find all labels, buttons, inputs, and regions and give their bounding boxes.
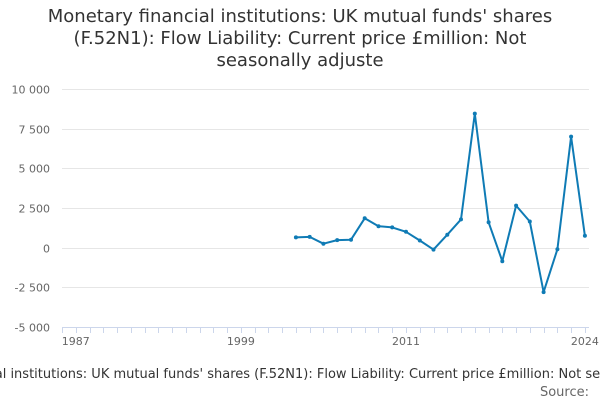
data-point[interactable]	[431, 247, 436, 252]
data-point[interactable]	[527, 219, 532, 224]
data-point[interactable]	[472, 111, 477, 116]
grid-lines	[62, 89, 589, 328]
data-point[interactable]	[486, 220, 491, 225]
data-point[interactable]	[335, 238, 340, 243]
series-line-group	[294, 112, 586, 294]
source-label: Source:	[540, 385, 589, 400]
data-point[interactable]	[555, 247, 560, 252]
y-tick-label: -5 000	[15, 322, 50, 335]
x-tick-label: 2024	[571, 335, 599, 348]
data-points	[293, 111, 587, 295]
data-point[interactable]	[321, 241, 326, 246]
data-point[interactable]	[417, 238, 422, 243]
data-point[interactable]	[541, 290, 546, 295]
y-tick-label: 2 500	[19, 203, 51, 216]
y-tick-label: 7 500	[19, 124, 51, 137]
chart-title: Monetary financial institutions: UK mutu…	[47, 6, 553, 71]
x-tick-label: 1987	[62, 335, 90, 348]
data-point[interactable]	[362, 216, 367, 221]
data-point[interactable]	[293, 235, 298, 240]
data-point[interactable]	[404, 229, 408, 234]
data-point[interactable]	[500, 259, 505, 264]
x-tick-label: 2011	[392, 335, 420, 348]
data-point[interactable]	[514, 203, 519, 208]
y-tick-label: 10 000	[12, 84, 51, 97]
y-tick-label: -2 500	[15, 282, 50, 295]
data-point[interactable]	[459, 217, 463, 222]
data-point[interactable]	[582, 233, 587, 238]
x-tick-label: 1999	[227, 335, 255, 348]
data-point[interactable]	[349, 237, 353, 242]
data-point[interactable]	[376, 224, 381, 229]
y-tick-label: 0	[43, 243, 50, 256]
data-point[interactable]	[307, 234, 312, 239]
data-point[interactable]	[445, 232, 450, 237]
x-axis-label: Monetary financial institutions: UK mutu…	[0, 367, 600, 382]
data-point[interactable]	[390, 225, 395, 230]
y-tick-label: 5 000	[19, 163, 51, 176]
y-axis-tick-labels: -5 000 -2 500 0 2 500 5 000 7 500 10 000	[12, 84, 51, 335]
x-axis: 1987 1999 2011 2024	[62, 327, 599, 348]
series-line	[294, 112, 586, 294]
data-point[interactable]	[569, 134, 574, 139]
